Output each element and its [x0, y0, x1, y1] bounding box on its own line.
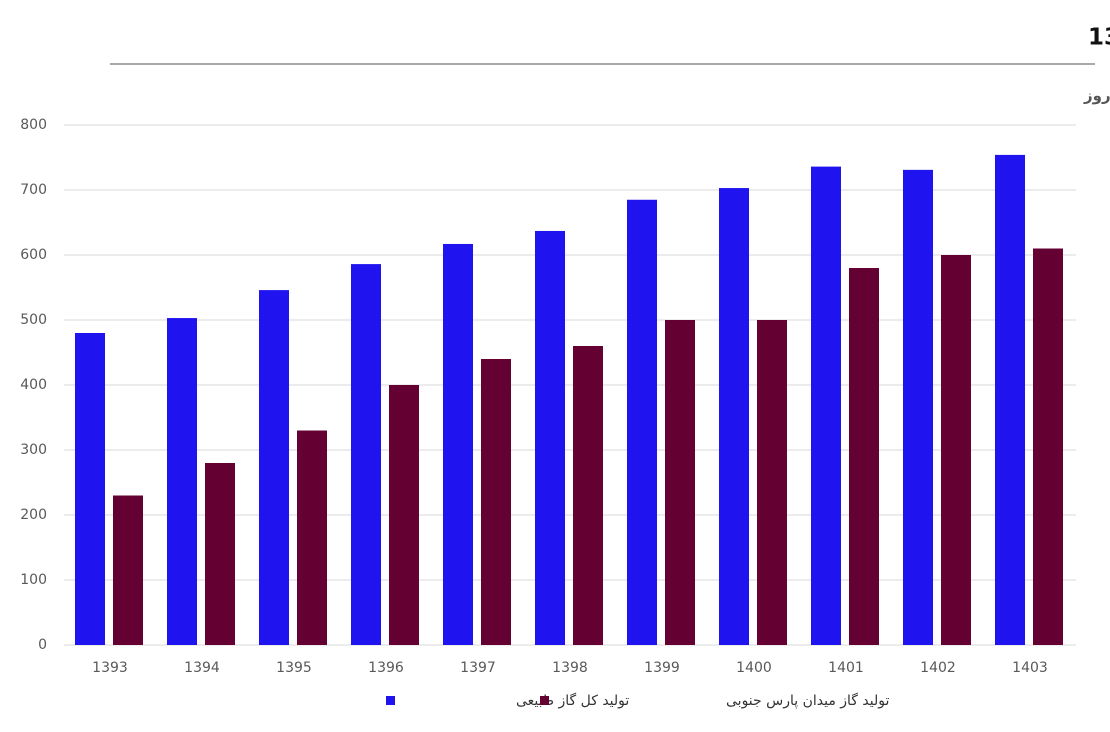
x-tick-label: 1400: [736, 660, 772, 676]
y-tick-label: 800: [20, 117, 47, 133]
bar: [573, 346, 603, 645]
y-tick-label: 700: [20, 182, 47, 198]
x-tick-label: 1397: [460, 660, 496, 676]
bar: [351, 264, 381, 645]
y-tick-label: 600: [20, 247, 47, 263]
bar: [297, 430, 327, 645]
legend-swatch: [540, 696, 549, 705]
bar: [665, 320, 695, 645]
x-tick-label: 1396: [368, 660, 404, 676]
bar: [1033, 248, 1063, 645]
y-tick-label: 500: [20, 312, 47, 328]
bar: [719, 188, 749, 646]
x-tick-label: 1395: [276, 660, 312, 676]
legend-swatch: [386, 696, 395, 705]
x-tick-label: 1394: [184, 660, 220, 676]
bar: [903, 169, 933, 645]
bar: [389, 385, 419, 645]
y-tick-label: 100: [20, 572, 47, 588]
legend-label: تولید کل گاز طبیعی: [516, 692, 629, 709]
x-tick-label: 1399: [644, 660, 680, 676]
bar: [443, 243, 473, 645]
y-tick-label: 400: [20, 377, 47, 393]
x-tick-label: 1402: [920, 660, 956, 676]
y-tick-label: 0: [38, 637, 47, 653]
bar: [811, 166, 841, 645]
bar: [75, 333, 105, 645]
y-tick-label: 200: [20, 507, 47, 523]
bar: [941, 255, 971, 645]
bar: [849, 268, 879, 645]
y-tick-label: 300: [20, 442, 47, 458]
x-tick-label: 1403: [1012, 660, 1048, 676]
bar: [167, 318, 197, 645]
bar: [535, 230, 565, 645]
bar: [995, 154, 1025, 645]
bar: [259, 290, 289, 645]
x-tick-label: 1401: [828, 660, 864, 676]
bar: [205, 463, 235, 645]
bar: [113, 495, 143, 645]
bar: [481, 359, 511, 645]
chart-title: روند تولید گاز طبیعی به تفکیک تولید کل و…: [1088, 24, 1110, 51]
bar: [627, 199, 657, 645]
x-tick-label: 1398: [552, 660, 588, 676]
legend-label: تولید گاز میدان پارس جنوبی: [726, 692, 889, 709]
chart-subtitle: واحد: میلیون متر مکعب در روز: [1083, 87, 1110, 105]
bar: [757, 320, 787, 645]
x-tick-label: 1393: [92, 660, 128, 676]
